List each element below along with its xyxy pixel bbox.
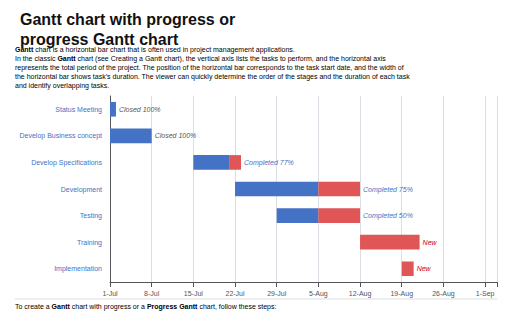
svg-text:Status Meeting: Status Meeting — [55, 106, 102, 114]
svg-text:Progress Gantt: Progress Gantt — [147, 303, 198, 311]
svg-text:5-Aug: 5-Aug — [309, 290, 328, 298]
svg-text:1-Jul: 1-Jul — [102, 290, 118, 297]
svg-text:chart with progress or a: chart with progress or a — [70, 303, 147, 311]
svg-text:Gantt chart with progress or: Gantt chart with progress or — [20, 11, 235, 28]
svg-text:New: New — [423, 239, 438, 246]
svg-text:8-Jul: 8-Jul — [144, 290, 160, 297]
svg-text:26-Aug: 26-Aug — [432, 290, 455, 298]
svg-text:Gantt: Gantt — [52, 303, 71, 310]
svg-text:Completed 77%: Completed 77% — [244, 159, 294, 167]
svg-text:and identify overlapping tasks: and identify overlapping tasks. — [15, 82, 109, 90]
svg-text:Gantt: Gantt — [57, 55, 76, 62]
svg-text:Develop Specifications: Develop Specifications — [31, 159, 102, 167]
svg-text:29-Jul: 29-Jul — [267, 290, 287, 297]
svg-text:progress Gantt chart: progress Gantt chart — [20, 31, 179, 48]
svg-text:Training: Training — [77, 239, 102, 247]
svg-text:In the classic: In the classic — [15, 55, 57, 62]
svg-text:Develop Business concept: Develop Business concept — [20, 132, 103, 140]
svg-text:the horizontal bar shows task’: the horizontal bar shows task’s duration… — [15, 73, 410, 81]
svg-text:Completed 50%: Completed 50% — [363, 212, 413, 220]
svg-text:12-Aug: 12-Aug — [349, 290, 372, 298]
svg-text:chart, follow these steps:: chart, follow these steps: — [197, 303, 276, 311]
svg-text:Development: Development — [61, 186, 102, 194]
svg-text:chart (see: chart (see — [76, 55, 111, 63]
svg-text:New: New — [417, 265, 432, 272]
svg-text:Completed 75%: Completed 75% — [363, 186, 413, 194]
svg-text:1-Sep: 1-Sep — [476, 290, 495, 298]
svg-text:Creating a Gantt chart: Creating a Gantt chart — [111, 55, 180, 63]
html-text:Gantt chart is a horizontal ba: Gantt chart is a horizontal bar chart th… — [15, 46, 295, 53]
svg-text:22-Jul: 22-Jul — [225, 290, 245, 297]
svg-text:Testing: Testing — [80, 212, 102, 220]
svg-text:represents the total period of: represents the total period of the proje… — [15, 64, 404, 72]
svg-text:19-Aug: 19-Aug — [390, 290, 413, 298]
svg-text:), the vertical axis lists the: ), the vertical axis lists the tasks to … — [180, 55, 387, 63]
svg-text:Implementation: Implementation — [54, 265, 102, 273]
svg-text:To create a: To create a — [15, 303, 52, 310]
svg-text:Closed 100%: Closed 100% — [119, 106, 161, 113]
svg-text:15-Jul: 15-Jul — [184, 290, 204, 297]
svg-text:Closed 100%: Closed 100% — [155, 132, 197, 139]
